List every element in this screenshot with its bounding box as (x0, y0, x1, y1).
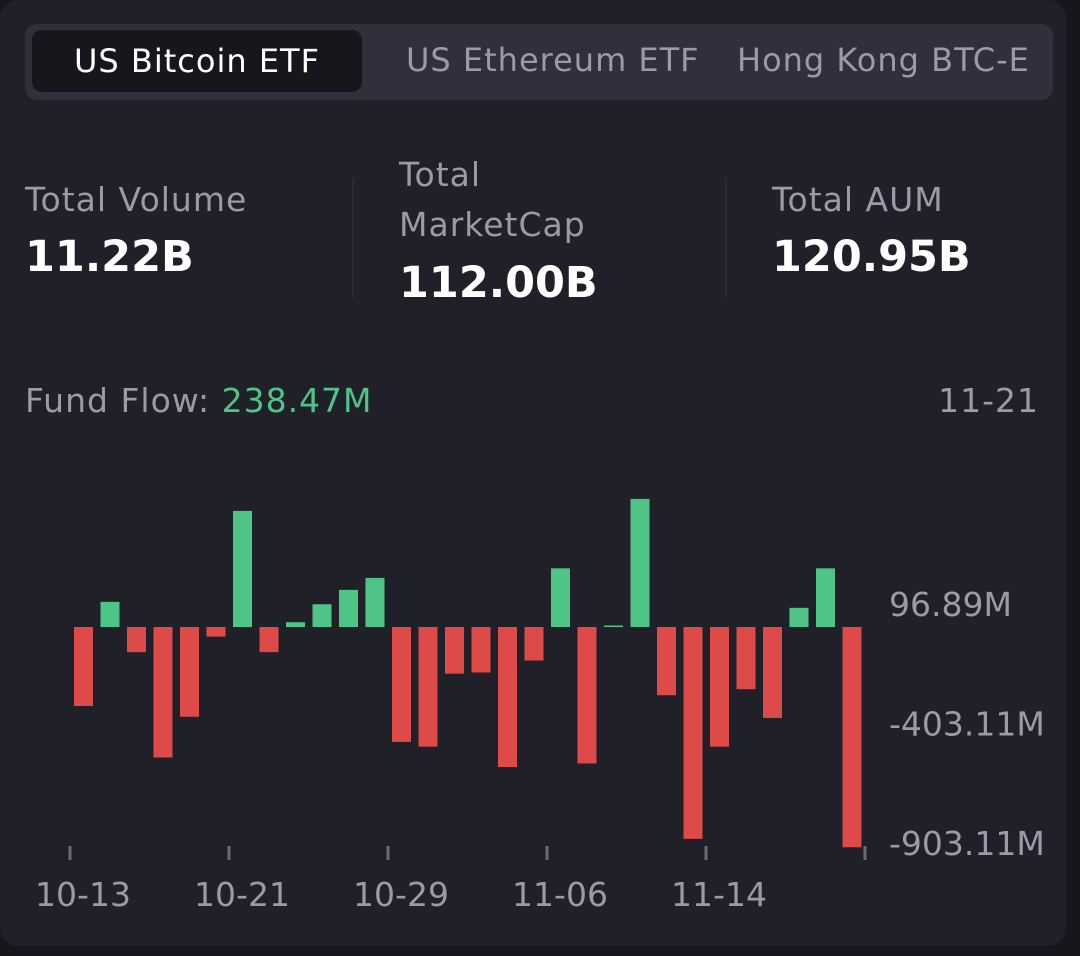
fund-flow-chart[interactable]: 96.89M -403.11M -903.11M 10-13 10-21 10-29 11-… (0, 440, 1066, 930)
flow-bar[interactable] (657, 627, 676, 696)
tab-us-bitcoin-etf[interactable]: US Bitcoin ETF (32, 30, 362, 92)
flow-bar[interactable] (498, 627, 517, 768)
flow-bar[interactable] (524, 627, 544, 661)
flow-bar[interactable] (206, 627, 226, 637)
flow-bar[interactable] (763, 627, 782, 718)
fund-flow-date: 11-21 (938, 381, 1039, 420)
x-tick-label: 10-29 (353, 875, 449, 914)
total-volume-value: 11.22B (25, 232, 194, 282)
total-marketcap-value: 112.00B (399, 258, 598, 308)
x-tick-label: 10-13 (35, 875, 131, 914)
flow-bar[interactable] (418, 627, 438, 747)
fund-flow-value: 238.47M (221, 381, 373, 420)
flow-bar[interactable] (816, 568, 835, 627)
x-tick-label: 11-14 (671, 875, 767, 914)
flow-bar[interactable] (259, 627, 279, 653)
flow-bar[interactable] (736, 627, 756, 690)
flow-bar[interactable] (233, 510, 252, 627)
flow-bar[interactable] (683, 627, 703, 839)
flow-bar[interactable] (630, 498, 650, 627)
tab-hong-kong-btc-etf[interactable]: Hong Kong BTC-E (737, 41, 1030, 79)
total-aum-label: Total AUM (772, 180, 944, 219)
flow-bar[interactable] (153, 627, 173, 758)
flow-bar[interactable] (312, 604, 332, 627)
total-marketcap-label-line1: Total (399, 155, 482, 194)
flow-bar[interactable] (127, 627, 146, 653)
x-tick-label: 10-21 (194, 875, 290, 914)
total-aum-value: 120.95B (772, 232, 971, 282)
tab-us-ethereum-etf[interactable]: US Ethereum ETF (406, 41, 700, 79)
total-marketcap-label-line2: MarketCap (399, 205, 586, 244)
flow-bar[interactable] (604, 625, 623, 628)
flow-bar[interactable] (180, 627, 199, 717)
total-volume-label: Total Volume (25, 180, 248, 219)
flow-bar[interactable] (286, 622, 305, 627)
flow-bar[interactable] (100, 601, 120, 627)
y-tick-label: -903.11M (889, 824, 1045, 863)
flow-bar[interactable] (339, 589, 358, 627)
flow-bar[interactable] (789, 607, 809, 627)
flow-bar[interactable] (577, 627, 597, 764)
flow-bar[interactable] (471, 627, 491, 673)
flow-bar[interactable] (445, 627, 464, 674)
flow-bar[interactable] (365, 577, 385, 627)
stat-divider (352, 178, 354, 298)
x-tick-label: 11-06 (512, 875, 608, 914)
fund-flow-label: Fund Flow: (25, 381, 222, 420)
flow-bar[interactable] (392, 627, 411, 742)
y-tick-label: -403.11M (889, 705, 1045, 744)
fund-flow-row: Fund Flow: 238.47M 11-21 (25, 378, 1039, 424)
flow-bar[interactable] (842, 627, 862, 848)
etf-tab-bar: US Bitcoin ETF US Ethereum ETF Hong Kong… (25, 24, 1053, 100)
flow-bar[interactable] (710, 627, 729, 747)
stat-divider (725, 178, 727, 298)
y-tick-label: 96.89M (889, 585, 1012, 624)
etf-card: US Bitcoin ETF US Ethereum ETF Hong Kong… (0, 0, 1066, 946)
flow-bar[interactable] (551, 568, 570, 627)
flow-bar[interactable] (74, 627, 93, 707)
